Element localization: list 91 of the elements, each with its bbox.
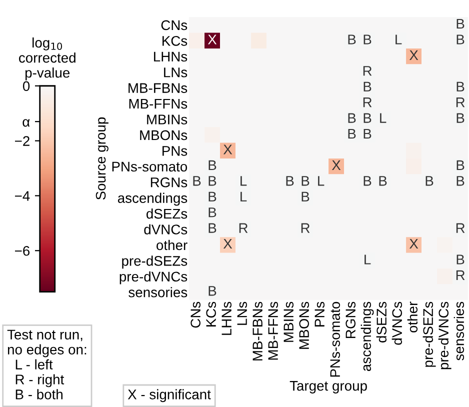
x-tick-label: RGNs: [346, 302, 356, 338]
text: B: [426, 176, 434, 186]
text: L: [318, 176, 324, 186]
data-label: X: [332, 160, 341, 170]
text: R: [363, 98, 372, 108]
x-tick-label: LNs: [237, 302, 247, 325]
color-bar-label: −6: [14, 246, 30, 256]
text: B: [364, 113, 372, 123]
x-tick-label: MBONs: [299, 302, 310, 349]
text: B: [456, 160, 464, 170]
y-tick-label: MBINs: [147, 114, 188, 124]
x-tick-label: MB-FFNs: [268, 302, 278, 360]
color-bar-label: α: [22, 119, 30, 127]
y-tick-label: MB-FFNs: [129, 99, 188, 109]
x-tick-label: MB-FBNs: [252, 302, 262, 360]
text: B: [348, 34, 356, 44]
text: L: [364, 254, 371, 264]
text: R: [239, 223, 248, 233]
text: L: [240, 176, 247, 186]
y-axis-title: Source group: [96, 117, 108, 200]
x-tick-label: KCs: [206, 302, 216, 326]
x-axis-title: Target group: [290, 381, 367, 394]
text: B: [364, 176, 372, 186]
x-tick-label: other: [407, 302, 418, 332]
x-tick-label: LHNs: [222, 302, 232, 335]
text: B: [348, 128, 356, 139]
text: B: [302, 192, 310, 202]
data-label: X: [208, 34, 217, 44]
text: B: [364, 128, 372, 139]
text: R: [363, 66, 372, 76]
x-tick-label: dVNCs: [392, 302, 402, 345]
text: L: [396, 34, 402, 44]
y-tick-label: ascendings: [118, 192, 188, 206]
y-tick-label: MB-FBNs: [128, 83, 188, 93]
text: B: [456, 34, 464, 44]
color-bar-label: 0: [22, 81, 30, 92]
text: B: [456, 113, 464, 123]
text: B: [208, 286, 216, 296]
x-tick-label: ascendings: [360, 302, 374, 372]
text: B: [208, 160, 216, 170]
text: B: [456, 82, 464, 92]
x-tick-label: sensories: [454, 302, 464, 360]
text: B: [208, 176, 216, 186]
x-tick-label: PNs: [314, 302, 325, 326]
text: L: [380, 113, 386, 123]
text: B: [208, 192, 216, 202]
text: B: [193, 176, 201, 186]
y-tick-label: PNs-somato: [112, 162, 188, 172]
text: Test not run, no edges on: L - left R - right B - both: [7, 330, 86, 400]
text: B: [208, 223, 216, 233]
data-label: X: [223, 144, 232, 154]
y-tick-label: dSEZs: [146, 208, 188, 219]
y-tick-label: LHNs: [154, 52, 188, 62]
y-tick-label: LNs: [164, 68, 188, 78]
y-tick-label: PNs: [162, 146, 188, 156]
y-tick-label: pre-dVNCs: [120, 271, 188, 284]
text: B: [379, 176, 387, 186]
color-bar-title: log$_{10}$ corrected p-value: [19, 37, 76, 80]
text: B: [364, 82, 372, 92]
text: B: [364, 34, 372, 44]
y-tick-label: sensories: [128, 287, 188, 298]
text: B: [456, 176, 464, 186]
text: R: [301, 223, 310, 233]
data-label: X: [409, 50, 418, 60]
x-tick-label: MBINs: [284, 302, 294, 342]
x-tick-label: dSEZs: [376, 302, 387, 342]
y-tick-label: other: [156, 240, 188, 250]
text: R: [456, 270, 465, 280]
y-tick-label: RGNs: [150, 177, 188, 188]
x-tick-label: pre-dSEZs: [422, 302, 436, 367]
y-tick-label: dVNCs: [144, 224, 188, 234]
y-tick-label: MBONs: [140, 130, 188, 140]
text: B: [456, 18, 464, 29]
text: B: [348, 113, 356, 123]
x-tick-label: pre-dVNCs: [438, 302, 452, 370]
x-tick-label: PNs-somato: [330, 302, 340, 377]
y-tick-label: CNs: [161, 20, 188, 30]
data-label: X: [223, 238, 232, 249]
y-tick-label: KCs: [162, 36, 188, 46]
color-bar-label: −2: [14, 136, 30, 146]
text: R: [456, 223, 465, 233]
text: B: [456, 254, 464, 264]
text: B: [208, 208, 216, 218]
y-tick-label: pre-dSEZs: [122, 256, 188, 269]
text: B: [302, 176, 310, 186]
text: X - significant: [128, 389, 211, 402]
data-label: X: [409, 238, 418, 249]
text: B: [286, 176, 294, 186]
text: R: [456, 98, 465, 108]
text: L: [240, 192, 247, 202]
color-bar-label: −4: [14, 191, 30, 201]
